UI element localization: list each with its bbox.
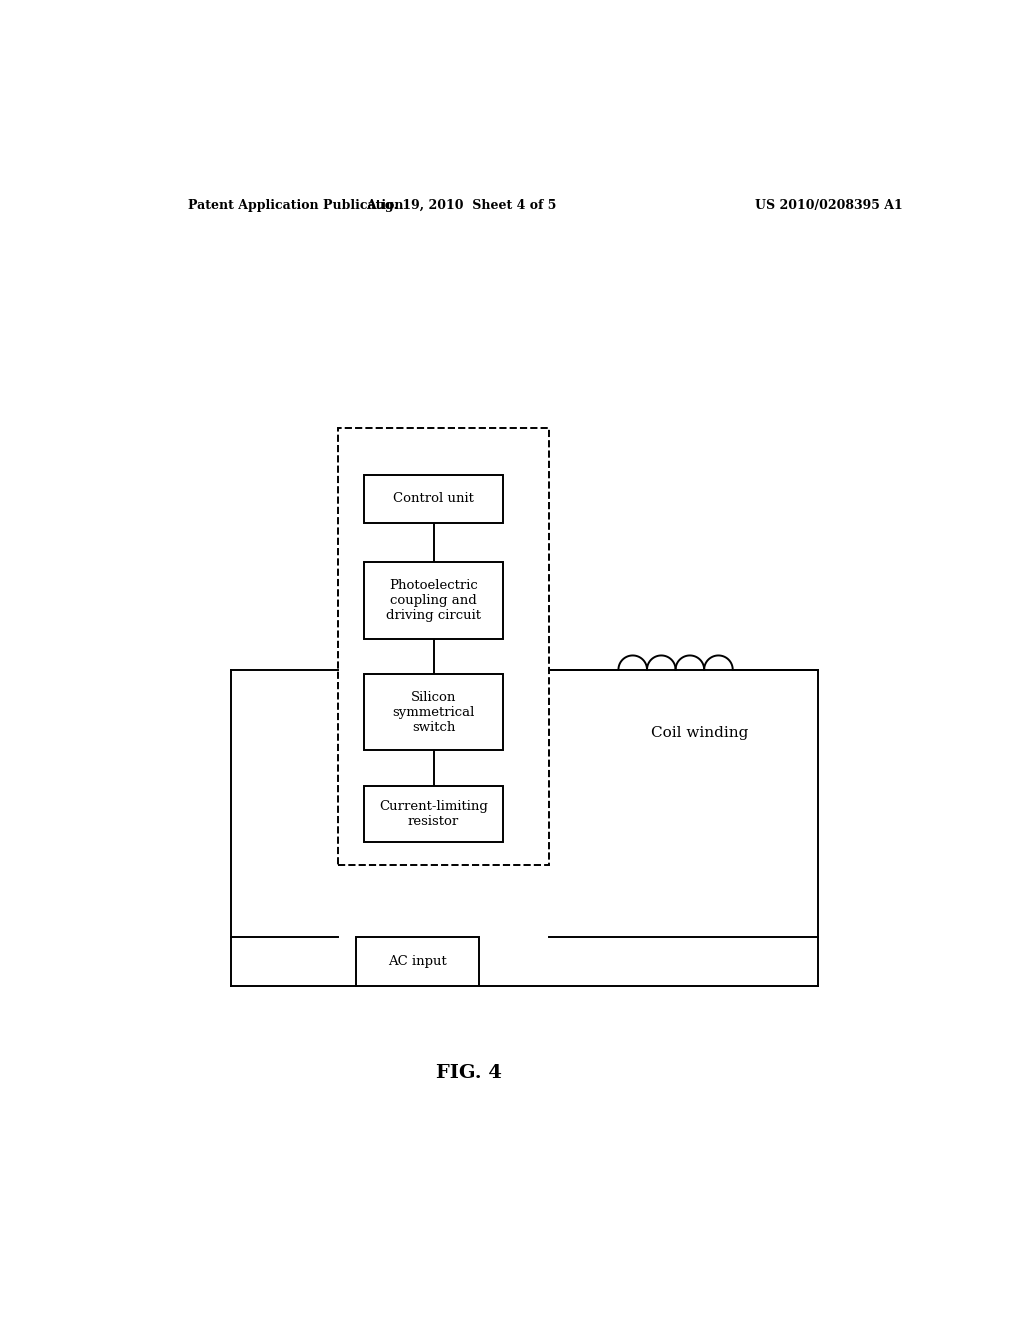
Text: FIG. 4: FIG. 4 bbox=[436, 1064, 502, 1082]
Text: Patent Application Publication: Patent Application Publication bbox=[187, 199, 403, 213]
Bar bbox=[365, 675, 503, 751]
Text: Coil winding: Coil winding bbox=[650, 726, 749, 739]
Text: Silicon
symmetrical
switch: Silicon symmetrical switch bbox=[392, 690, 475, 734]
Text: Aug. 19, 2010  Sheet 4 of 5: Aug. 19, 2010 Sheet 4 of 5 bbox=[367, 199, 556, 213]
Bar bbox=[365, 474, 503, 523]
Text: Control unit: Control unit bbox=[393, 492, 474, 506]
Text: Current-limiting
resistor: Current-limiting resistor bbox=[379, 800, 488, 828]
Bar bbox=[338, 428, 549, 865]
Bar bbox=[365, 562, 503, 639]
Bar bbox=[365, 785, 503, 842]
Text: US 2010/0208395 A1: US 2010/0208395 A1 bbox=[755, 199, 903, 213]
Text: Photoelectric
coupling and
driving circuit: Photoelectric coupling and driving circu… bbox=[386, 579, 481, 622]
Bar bbox=[356, 937, 479, 986]
Text: AC input: AC input bbox=[388, 954, 447, 968]
